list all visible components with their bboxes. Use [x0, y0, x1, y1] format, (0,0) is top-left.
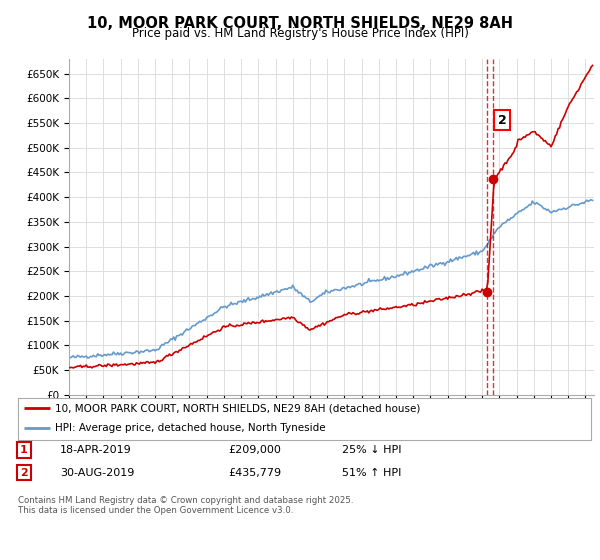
Text: 25% ↓ HPI: 25% ↓ HPI	[342, 445, 401, 455]
Text: £209,000: £209,000	[228, 445, 281, 455]
Text: 51% ↑ HPI: 51% ↑ HPI	[342, 468, 401, 478]
Text: Price paid vs. HM Land Registry's House Price Index (HPI): Price paid vs. HM Land Registry's House …	[131, 27, 469, 40]
Text: 2: 2	[20, 468, 28, 478]
Text: Contains HM Land Registry data © Crown copyright and database right 2025.
This d: Contains HM Land Registry data © Crown c…	[18, 496, 353, 515]
Text: 10, MOOR PARK COURT, NORTH SHIELDS, NE29 8AH (detached house): 10, MOOR PARK COURT, NORTH SHIELDS, NE29…	[55, 403, 421, 413]
Text: £435,779: £435,779	[228, 468, 281, 478]
Text: HPI: Average price, detached house, North Tyneside: HPI: Average price, detached house, Nort…	[55, 423, 326, 433]
Text: 30-AUG-2019: 30-AUG-2019	[60, 468, 134, 478]
Text: 18-APR-2019: 18-APR-2019	[60, 445, 132, 455]
Text: 1: 1	[20, 445, 28, 455]
Text: 2: 2	[498, 114, 506, 127]
Text: 10, MOOR PARK COURT, NORTH SHIELDS, NE29 8AH: 10, MOOR PARK COURT, NORTH SHIELDS, NE29…	[87, 16, 513, 31]
